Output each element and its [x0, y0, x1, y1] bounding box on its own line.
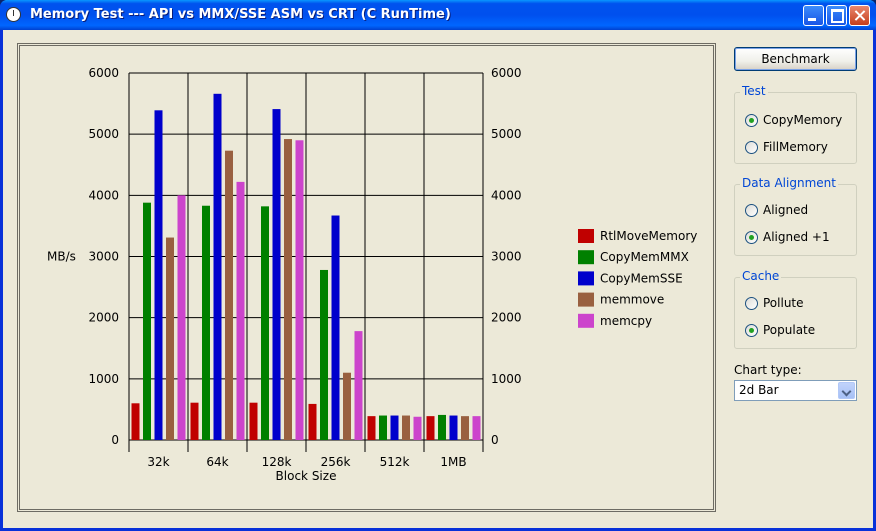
legend-swatch	[578, 250, 594, 265]
cache-group-title: Cache	[740, 269, 782, 283]
legend-label: memmove	[600, 293, 664, 307]
bar	[225, 150, 233, 440]
x-tick-label: 32k	[147, 455, 169, 469]
y-tick-label-right: 6000	[491, 66, 522, 80]
bar	[320, 269, 328, 440]
bar	[402, 415, 410, 440]
chart-type-label: Chart type:	[734, 363, 802, 377]
bar	[343, 372, 351, 440]
y-tick-label-right: 2000	[491, 311, 522, 325]
bar	[331, 215, 340, 440]
bar	[177, 195, 186, 440]
test-group: Test CopyMemory FillMemory	[734, 84, 857, 164]
bar	[213, 93, 222, 440]
y-tick-label-right: 5000	[491, 127, 522, 141]
bar	[461, 416, 469, 440]
maximize-button[interactable]	[826, 5, 847, 26]
bar	[413, 416, 422, 440]
bar-chart: 0 0 1000 1000 2000 2000 3000 3000 4000 4000 5000 50…	[47, 66, 697, 483]
bar	[236, 181, 245, 441]
data-alignment-group: Data Alignment Aligned Aligned +1	[734, 176, 857, 256]
legend-swatch	[578, 271, 594, 286]
title-bar[interactable]: Memory Test --- API vs MMX/SSE ASM vs CR…	[0, 0, 876, 30]
bar	[166, 237, 174, 440]
y-tick-label-left: 5000	[88, 127, 119, 141]
y-tick-label-left: 3000	[88, 250, 119, 264]
window-title: Memory Test --- API vs MMX/SSE ASM vs CR…	[30, 7, 451, 22]
bar	[449, 415, 458, 440]
x-tick-label: 512k	[380, 455, 410, 469]
x-tick-label: 1MB	[440, 455, 466, 469]
y-tick-label-left: 6000	[88, 66, 119, 80]
y-tick-label-left: 0	[111, 433, 119, 447]
legend-label: RtlMoveMemory	[600, 229, 697, 243]
legend-swatch	[578, 313, 594, 328]
bar	[143, 202, 151, 440]
stopwatch-icon[interactable]	[6, 7, 21, 22]
bar	[284, 139, 292, 440]
radio-dot[interactable]	[745, 114, 758, 127]
y-tick-label-right: 1000	[491, 372, 522, 386]
bar	[308, 403, 317, 440]
chart-frame	[17, 43, 716, 512]
y-axis-label: MB/s	[47, 250, 76, 264]
benchmark-button[interactable]: Benchmark	[734, 47, 857, 71]
bar	[295, 140, 304, 440]
radio-label: CopyMemory	[763, 113, 843, 127]
legend-label: CopyMemSSE	[600, 271, 683, 285]
bar	[202, 205, 210, 440]
y-tick-label-left: 1000	[88, 372, 119, 386]
y-tick-label-right: 4000	[491, 188, 522, 202]
radio-dot[interactable]	[745, 324, 758, 337]
legend-swatch	[578, 229, 594, 243]
bar	[379, 415, 387, 440]
bar	[438, 414, 446, 440]
test-group-title: Test	[740, 84, 768, 98]
chart-type-value: 2d Bar	[739, 383, 779, 397]
bar	[354, 331, 363, 440]
x-axis-label: Block Size	[276, 469, 337, 483]
radio-label: Pollute	[763, 296, 804, 310]
radio-label: FillMemory	[763, 140, 828, 154]
radio-label: Aligned +1	[763, 230, 830, 244]
chart-type-select[interactable]: 2d Bar	[734, 380, 857, 401]
y-tick-label-left: 4000	[88, 188, 119, 202]
radio-label: Populate	[763, 323, 816, 337]
radio-dot[interactable]	[745, 204, 758, 217]
close-button[interactable]	[849, 5, 870, 26]
radio-dot[interactable]	[745, 141, 758, 154]
y-tick-label-left: 2000	[88, 311, 119, 325]
chart-area: 0 0 1000 1000 2000 2000 3000 3000 4000 4000 5000 50…	[21, 47, 712, 508]
radio-label: Aligned	[763, 203, 809, 217]
bar	[154, 110, 163, 440]
data-alignment-title: Data Alignment	[740, 176, 838, 190]
bar	[249, 402, 258, 440]
radio-dot[interactable]	[745, 297, 758, 310]
x-tick-label: 128k	[262, 455, 292, 469]
legend-label: CopyMemMMX	[600, 250, 689, 264]
bar	[472, 416, 481, 440]
y-tick-label-right: 0	[491, 433, 499, 447]
cache-group: Cache Pollute Populate	[734, 269, 857, 349]
bar	[131, 403, 140, 440]
y-tick-label-right: 3000	[491, 250, 522, 264]
radio-dot[interactable]	[745, 231, 758, 244]
legend-swatch	[578, 292, 594, 307]
legend-label: memcpy	[600, 314, 652, 328]
bar	[261, 206, 269, 440]
bar	[426, 416, 435, 440]
bar	[190, 402, 199, 440]
x-tick-label: 64k	[206, 455, 228, 469]
minimize-button[interactable]	[803, 5, 824, 26]
x-tick-label: 256k	[321, 455, 351, 469]
bar	[272, 109, 281, 441]
chevron-down-icon[interactable]	[838, 382, 855, 399]
bar	[390, 415, 399, 440]
bar	[367, 416, 376, 440]
